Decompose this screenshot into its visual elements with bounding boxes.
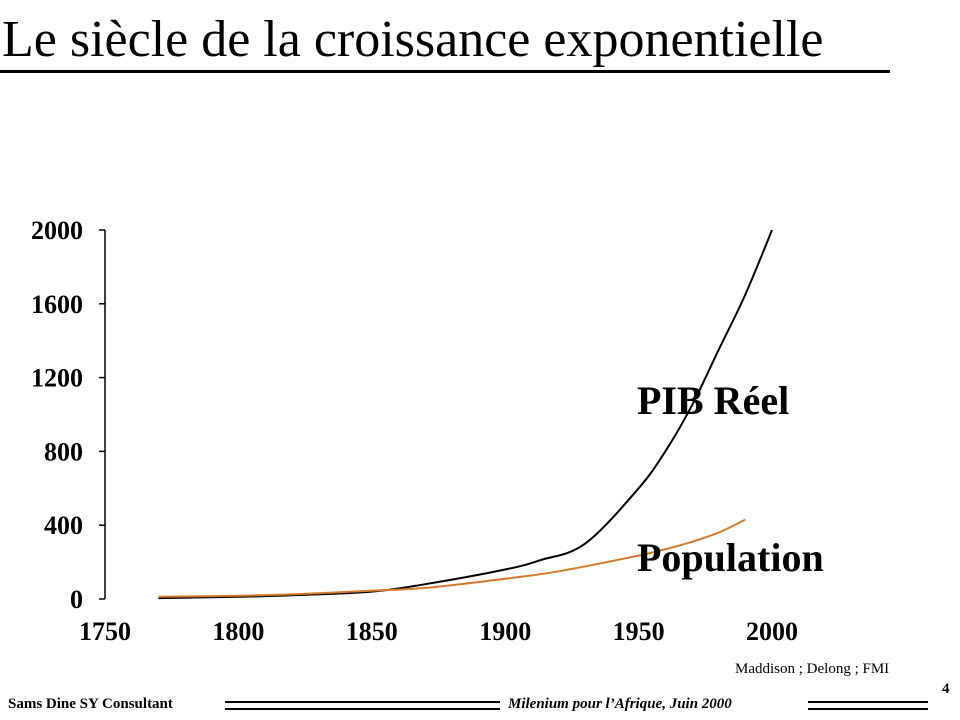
page-number: 4 [942,681,950,697]
y-tick-label: 400 [44,511,83,540]
x-tick-label: 1750 [79,617,131,646]
footer-author: Sams Dine SY Consultant [8,696,173,712]
y-tick-label: 800 [44,437,83,466]
x-tick-label: 1800 [212,617,264,646]
y-tick-label: 0 [70,585,83,614]
y-tick-label: 1600 [31,290,83,319]
page-title: Le siècle de la croissance exponentielle [2,11,824,68]
footer-event: Milenium pour l’Afrique, Juin 2000 [508,696,732,712]
pib-label: PIB Réel [637,378,789,423]
population-line [158,518,746,598]
footer-rule-right [808,701,928,710]
x-tick-label: 1850 [346,617,398,646]
y-tick-label: 2000 [31,216,83,245]
x-tick-label: 1900 [479,617,531,646]
chart-lines [158,229,773,600]
chart-ticks: 0 400 800 1200 1600 2000 1750 1800 1850 1900 1950 2… [31,216,798,646]
source-note: Maddison ; Delong ; FMI [735,661,890,677]
population-label: Population [637,535,824,580]
chart-series-labels: PIB Réel Population [637,378,824,580]
footer-rule-left [225,701,500,710]
y-tick-label: 1200 [31,364,83,393]
x-tick-label: 2000 [746,617,798,646]
title-underline [0,70,890,73]
x-tick-label: 1950 [613,617,665,646]
